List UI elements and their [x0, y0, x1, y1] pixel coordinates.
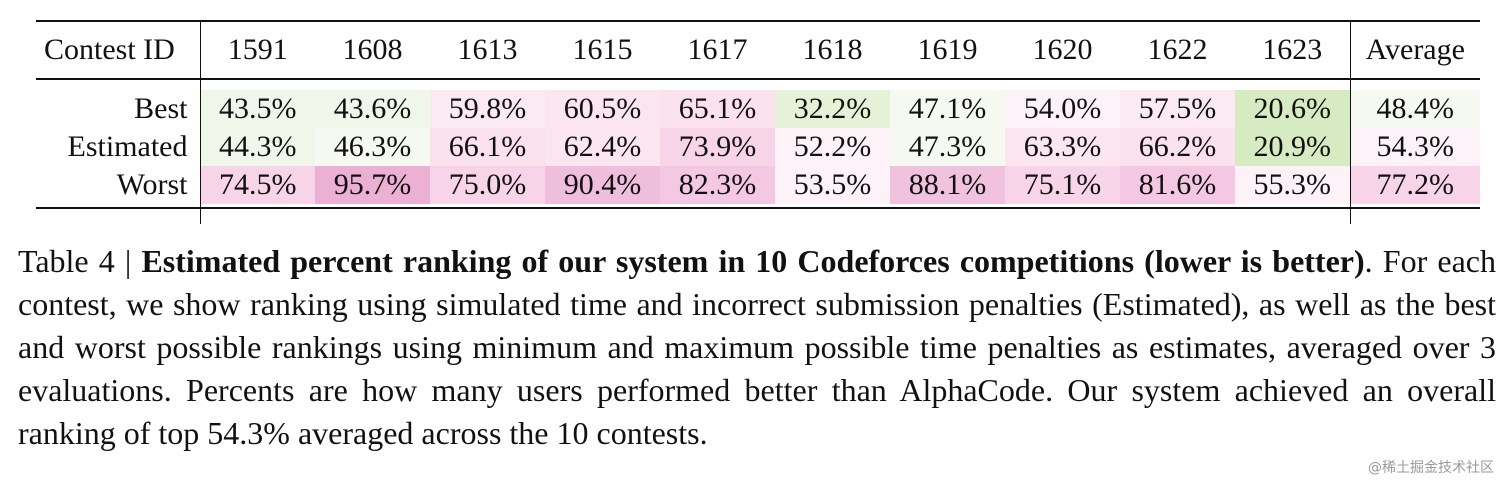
ranking-cell: 54.0%	[1005, 90, 1120, 128]
ranking-cell: 60.5%	[545, 90, 660, 128]
ranking-cell: 20.9%	[1235, 128, 1350, 166]
header-label: Contest ID	[36, 20, 201, 80]
ranking-cell: 57.5%	[1120, 90, 1235, 128]
table-bottom-rule	[36, 207, 1480, 209]
ranking-cell: 65.1%	[660, 90, 775, 128]
ranking-cell: 47.3%	[890, 128, 1005, 166]
average-cell: 54.3%	[1349, 128, 1480, 166]
ranking-cell: 73.9%	[660, 128, 775, 166]
table-row-worst: Worst 74.5% 95.7% 75.0% 90.4% 82.3% 53.5% 88.1%…	[36, 166, 1480, 204]
ranking-cell: 44.3%	[200, 128, 315, 166]
ranking-cell: 66.2%	[1120, 128, 1235, 166]
caption-body: . For each contest, we show ranking usin…	[18, 243, 1497, 451]
ranking-cell: 43.5%	[200, 90, 315, 128]
ranking-cell: 88.1%	[890, 166, 1005, 204]
row-label: Worst	[36, 166, 201, 204]
watermark: @稀土掘金技术社区	[1368, 460, 1494, 476]
ranking-cell: 52.2%	[775, 128, 890, 166]
ranking-cell: 74.5%	[200, 166, 315, 204]
ranking-cell: 90.4%	[545, 166, 660, 204]
ranking-cell: 82.3%	[660, 166, 775, 204]
table-caption: Table 4 | Estimated percent ranking of o…	[18, 240, 1496, 455]
contest-id-header: 1619	[917, 33, 978, 66]
ranking-cell: 55.3%	[1235, 166, 1350, 204]
caption-title: Estimated percent ranking of our system …	[141, 243, 1365, 279]
ranking-cell: 95.7%	[315, 166, 430, 204]
contest-id-header: 1620	[1032, 33, 1093, 66]
ranking-cell: 47.1%	[890, 90, 1005, 128]
contest-id-header: 1591	[227, 33, 288, 66]
table-header-rule	[36, 78, 1480, 80]
ranking-cell: 46.3%	[315, 128, 430, 166]
ranking-cell: 32.2%	[775, 90, 890, 128]
ranking-data-table: Contest ID 1591 1608 1613 1615 1617 1618…	[36, 20, 1480, 224]
contest-id-header: 1615	[572, 33, 633, 66]
ranking-cell: 75.0%	[430, 166, 545, 204]
caption-prefix: Table 4 |	[18, 243, 142, 279]
table-header-row: Contest ID 1591 1608 1613 1615 1617 1618…	[36, 20, 1480, 80]
ranking-cell: 81.6%	[1120, 166, 1235, 204]
contest-id-header: 1622	[1147, 33, 1208, 66]
contest-id-header: 1618	[802, 33, 863, 66]
ranking-cell: 59.8%	[430, 90, 545, 128]
ranking-cell: 63.3%	[1005, 128, 1120, 166]
table-row-best: Best 43.5% 43.6% 59.8% 60.5% 65.1% 32.2% 47.1% 5…	[36, 90, 1480, 128]
average-cell: 48.4%	[1349, 90, 1480, 128]
ranking-cell: 43.6%	[315, 90, 430, 128]
ranking-cell: 53.5%	[775, 166, 890, 204]
average-header: Average	[1349, 20, 1480, 80]
ranking-cell: 62.4%	[545, 128, 660, 166]
table-row-estimated: Estimated 44.3% 46.3% 66.1% 62.4% 73.9% 52.2% 4…	[36, 128, 1480, 166]
average-cell: 77.2%	[1349, 166, 1480, 204]
ranking-cell: 75.1%	[1005, 166, 1120, 204]
ranking-cell: 20.6%	[1235, 90, 1350, 128]
contest-id-header: 1613	[457, 33, 518, 66]
table-top-rule	[36, 20, 1480, 22]
contest-id-header: 1623	[1262, 33, 1323, 66]
ranking-cell: 66.1%	[430, 128, 545, 166]
row-label: Best	[36, 90, 201, 128]
row-label: Estimated	[36, 128, 201, 166]
contest-id-header: 1608	[342, 33, 403, 66]
contest-id-header: 1617	[687, 33, 748, 66]
